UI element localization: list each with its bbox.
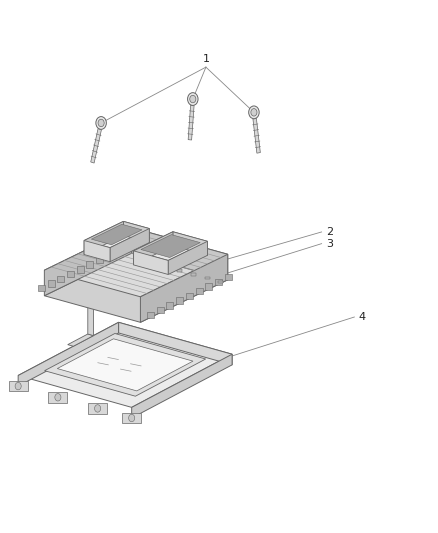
Circle shape (190, 95, 196, 103)
Polygon shape (92, 224, 142, 245)
Polygon shape (150, 262, 155, 264)
Circle shape (95, 405, 101, 412)
Text: 1: 1 (202, 54, 209, 64)
Polygon shape (132, 354, 232, 418)
Circle shape (187, 93, 198, 106)
Polygon shape (44, 228, 228, 297)
Polygon shape (116, 247, 123, 254)
Circle shape (129, 414, 135, 422)
Polygon shape (84, 240, 110, 262)
Polygon shape (188, 105, 194, 140)
Polygon shape (48, 392, 67, 402)
Polygon shape (67, 271, 74, 277)
Polygon shape (91, 128, 102, 163)
Circle shape (249, 106, 259, 119)
Polygon shape (134, 232, 173, 265)
Polygon shape (84, 221, 149, 248)
Polygon shape (186, 293, 193, 299)
Polygon shape (9, 381, 28, 391)
Polygon shape (88, 403, 107, 414)
Polygon shape (122, 413, 141, 423)
Text: 2: 2 (326, 227, 333, 237)
Polygon shape (119, 322, 232, 365)
Polygon shape (57, 339, 193, 391)
Polygon shape (18, 322, 232, 407)
Polygon shape (77, 266, 84, 272)
Polygon shape (166, 302, 173, 309)
Polygon shape (57, 276, 64, 282)
Polygon shape (176, 297, 183, 304)
Polygon shape (18, 322, 119, 386)
Polygon shape (218, 280, 223, 283)
Polygon shape (168, 241, 208, 274)
Polygon shape (136, 258, 141, 261)
Polygon shape (205, 277, 210, 279)
Circle shape (251, 109, 257, 116)
Polygon shape (177, 269, 182, 272)
Text: 4: 4 (359, 312, 366, 322)
Polygon shape (134, 251, 168, 274)
Polygon shape (205, 284, 212, 290)
Polygon shape (110, 229, 149, 262)
Polygon shape (88, 297, 93, 336)
Polygon shape (38, 285, 45, 292)
Polygon shape (86, 262, 93, 268)
Polygon shape (147, 312, 154, 318)
Circle shape (55, 393, 61, 401)
Polygon shape (141, 235, 200, 257)
Polygon shape (225, 274, 232, 280)
Polygon shape (68, 334, 93, 346)
Polygon shape (84, 221, 124, 255)
Polygon shape (173, 232, 208, 255)
Polygon shape (191, 273, 196, 276)
Polygon shape (48, 280, 55, 287)
Polygon shape (106, 252, 113, 259)
Polygon shape (124, 221, 149, 243)
Circle shape (98, 119, 104, 127)
Polygon shape (157, 307, 164, 313)
Polygon shape (215, 279, 222, 285)
Circle shape (96, 117, 106, 130)
Polygon shape (45, 334, 206, 396)
Polygon shape (195, 288, 202, 294)
Polygon shape (96, 257, 103, 263)
Polygon shape (141, 254, 228, 322)
Circle shape (15, 382, 21, 390)
Polygon shape (163, 265, 169, 268)
Polygon shape (44, 253, 228, 322)
Polygon shape (44, 228, 132, 296)
Polygon shape (253, 118, 260, 153)
Text: 3: 3 (326, 239, 333, 248)
Polygon shape (134, 232, 208, 261)
Polygon shape (132, 228, 228, 280)
